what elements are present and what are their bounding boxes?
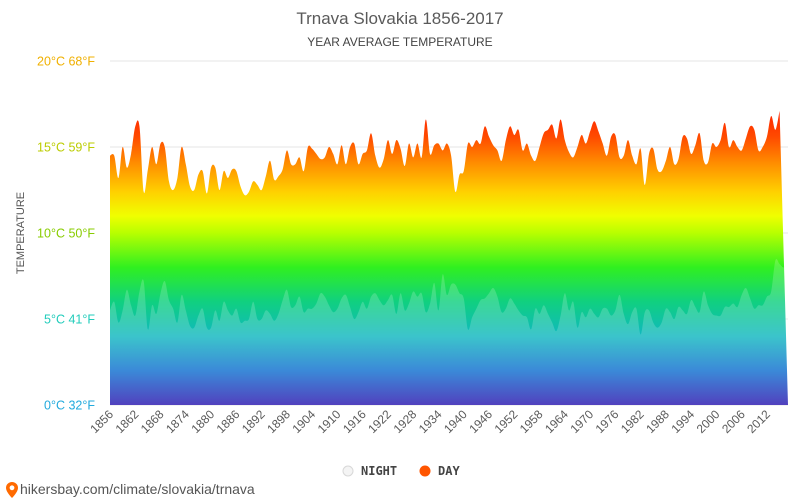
legend-item-night[interactable]: NIGHT: [342, 464, 397, 478]
x-tick-label: 1898: [264, 407, 293, 436]
legend-item-day[interactable]: DAY: [419, 464, 461, 478]
x-tick-label: 1970: [567, 407, 596, 436]
y-axis-ticks: 0°C 32°F 5°C 41°F 10°C 50°F 15°C 59°F 20°C 6…: [37, 55, 95, 413]
x-tick-label: 1928: [391, 407, 420, 436]
x-tick-label: 1994: [668, 407, 697, 436]
y-tick-label: 15°C 59°F: [37, 141, 95, 155]
day-legend-swatch: [419, 465, 431, 477]
x-tick-label: 1952: [492, 407, 521, 436]
legend-day-label: DAY: [438, 464, 460, 478]
x-tick-label: 1964: [542, 407, 571, 436]
x-tick-label: 1916: [340, 407, 369, 436]
y-tick-label: 5°C 41°F: [44, 313, 95, 327]
legend-night-label: NIGHT: [361, 464, 397, 478]
x-tick-label: 1868: [138, 407, 167, 436]
map-pin-icon: [6, 482, 18, 498]
x-tick-label: 1904: [289, 407, 318, 436]
plot-area: [110, 110, 788, 405]
legend: NIGHT DAY: [342, 464, 461, 478]
series-night-area: [110, 258, 788, 405]
night-legend-swatch: [342, 465, 354, 477]
y-tick-label: 10°C 50°F: [37, 227, 95, 241]
x-tick-label: 1892: [239, 407, 268, 436]
x-tick-label: 1946: [466, 407, 495, 436]
x-tick-label: 1910: [315, 407, 344, 436]
x-tick-label: 1982: [618, 407, 647, 436]
x-tick-label: 1958: [517, 407, 546, 436]
chart-subtitle: YEAR AVERAGE TEMPERATURE: [307, 35, 492, 49]
source-link[interactable]: hikersbay.com/climate/slovakia/trnava: [6, 481, 255, 498]
x-tick-label: 2012: [744, 407, 773, 436]
x-axis-ticks: 1856186218681874188018861892189819041910…: [87, 407, 773, 436]
x-tick-label: 1988: [643, 407, 672, 436]
x-tick-label: 1880: [188, 407, 217, 436]
x-tick-label: 1940: [441, 407, 470, 436]
x-tick-label: 1862: [113, 407, 142, 436]
y-tick-label: 0°C 32°F: [44, 399, 95, 413]
y-tick-label: 20°C 68°F: [37, 55, 95, 69]
x-tick-label: 1922: [365, 407, 394, 436]
x-tick-label: 1874: [163, 407, 192, 436]
chart-title: Trnava Slovakia 1856-2017: [296, 9, 503, 28]
x-tick-label: 1886: [214, 407, 243, 436]
x-tick-label: 1976: [593, 407, 622, 436]
x-tick-label: 2000: [694, 407, 723, 436]
series-day-area: [110, 110, 788, 405]
y-axis-label: TEMPERATURE: [15, 192, 27, 274]
source-url[interactable]: hikersbay.com/climate/slovakia/trnava: [20, 481, 255, 497]
x-tick-label: 2006: [719, 407, 748, 436]
x-tick-label: 1934: [416, 407, 445, 436]
